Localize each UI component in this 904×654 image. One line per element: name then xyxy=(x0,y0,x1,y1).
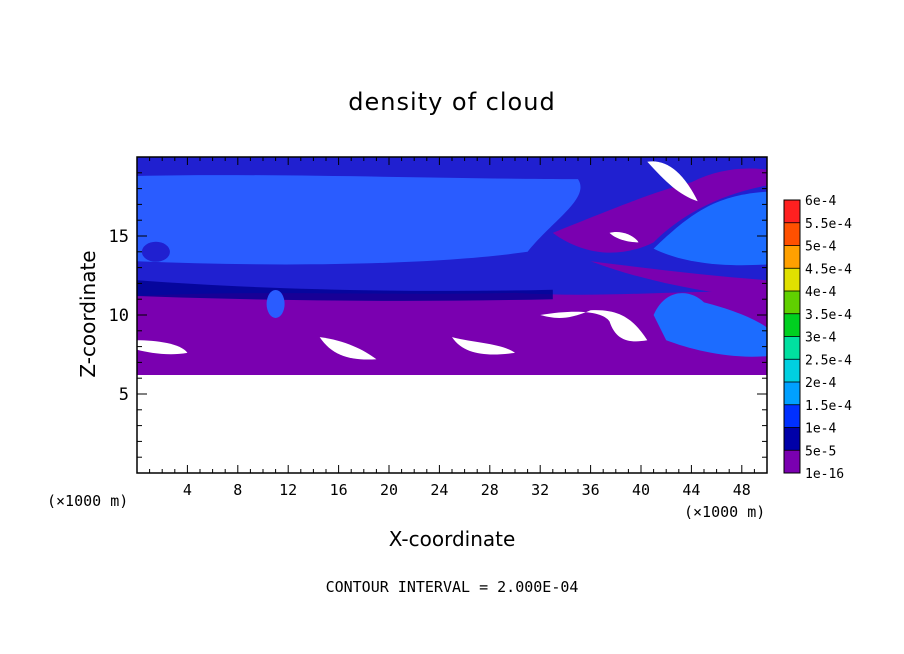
y-axis-ticks: 5 10 15 xyxy=(109,172,767,458)
colorbar-label: 3.5e-4 xyxy=(805,308,852,323)
colorbar-label: 1e-4 xyxy=(805,422,836,437)
clear-gap-right xyxy=(540,310,648,342)
colorbar-swatch xyxy=(784,268,800,291)
colorbar-label: 1e-16 xyxy=(805,467,844,482)
upper-blue-core xyxy=(137,175,581,265)
colorbar-label: 3e-4 xyxy=(805,331,836,346)
colorbar-label: 5e-4 xyxy=(805,240,836,255)
colorbar-swatch xyxy=(784,336,800,360)
cloud-density-field xyxy=(137,157,767,473)
colorbar-swatch xyxy=(784,245,800,269)
x-tick-label: 28 xyxy=(481,481,499,499)
colorbar-swatch xyxy=(784,313,800,337)
x-axis-label: X-coordinate xyxy=(388,527,516,551)
colorbar-label: 2.5e-4 xyxy=(805,353,852,368)
clear-gap-small xyxy=(609,231,639,243)
purple-tongue-lower xyxy=(590,261,767,300)
x-tick-label: 44 xyxy=(682,481,700,499)
colorbar-label: 5.5e-4 xyxy=(805,217,852,232)
convective-blob xyxy=(266,289,285,318)
colorbar-swatch xyxy=(784,382,800,405)
y-axis-label: Z-coordinate xyxy=(76,250,100,378)
x-tick-label: 48 xyxy=(733,481,751,499)
clear-gap-top xyxy=(647,161,698,202)
right-blue-lobe xyxy=(653,191,767,266)
clear-air-below xyxy=(137,375,767,473)
colorbar-swatch xyxy=(784,291,800,314)
x-tick-label: 32 xyxy=(531,481,549,499)
x-axis-ticks: 4 8 12 16 20 24 28 32 36 40 44 48 xyxy=(149,157,755,499)
colorbar-swatch xyxy=(784,404,800,428)
colorbar: 1e-16 5e-5 1e-4 1.5e-4 2e-4 2.5e-4 3e-4 3.5e-4 4… xyxy=(783,194,852,482)
navy-edge xyxy=(137,280,553,301)
contour-interval-note: CONTOUR INTERVAL = 2.000E-04 xyxy=(325,578,579,596)
x-tick-label: 12 xyxy=(279,481,297,499)
colorbar-swatch xyxy=(784,359,800,382)
colorbar-swatch xyxy=(784,200,800,223)
right-lower-blob xyxy=(653,293,767,357)
x-unit-label-right: (×1000 m) xyxy=(684,503,766,521)
colorbar-label: 4e-4 xyxy=(805,285,836,300)
x-tick-label: 24 xyxy=(430,481,448,499)
colorbar-swatch xyxy=(784,427,800,451)
x-tick-label: 36 xyxy=(582,481,600,499)
colorbar-label: 6e-4 xyxy=(805,194,836,209)
colorbar-label: 4.5e-4 xyxy=(805,262,852,277)
x-tick-label: 16 xyxy=(330,481,348,499)
y-tick-label: 10 xyxy=(109,306,129,326)
colorbar-label: 1.5e-4 xyxy=(805,399,852,414)
colorbar-swatch xyxy=(784,450,800,473)
chart-title: density of cloud xyxy=(348,88,556,116)
y-tick-label: 15 xyxy=(109,227,129,247)
x-tick-label: 40 xyxy=(632,481,650,499)
x-unit-label-left: (×1000 m) xyxy=(47,492,129,510)
y-tick-label: 5 xyxy=(119,385,129,405)
clear-gap-mid xyxy=(452,337,515,355)
x-tick-label: 20 xyxy=(380,481,398,499)
colorbar-label: 5e-5 xyxy=(805,444,836,459)
clear-gap-edge xyxy=(137,340,188,355)
clear-gap-left xyxy=(319,337,377,360)
colorbar-label: 2e-4 xyxy=(805,376,836,391)
colorbar-swatch xyxy=(784,222,800,246)
left-edge-blob xyxy=(141,241,170,262)
x-tick-label: 4 xyxy=(183,481,192,499)
purple-tongue-upper xyxy=(552,168,767,253)
x-tick-label: 8 xyxy=(233,481,242,499)
